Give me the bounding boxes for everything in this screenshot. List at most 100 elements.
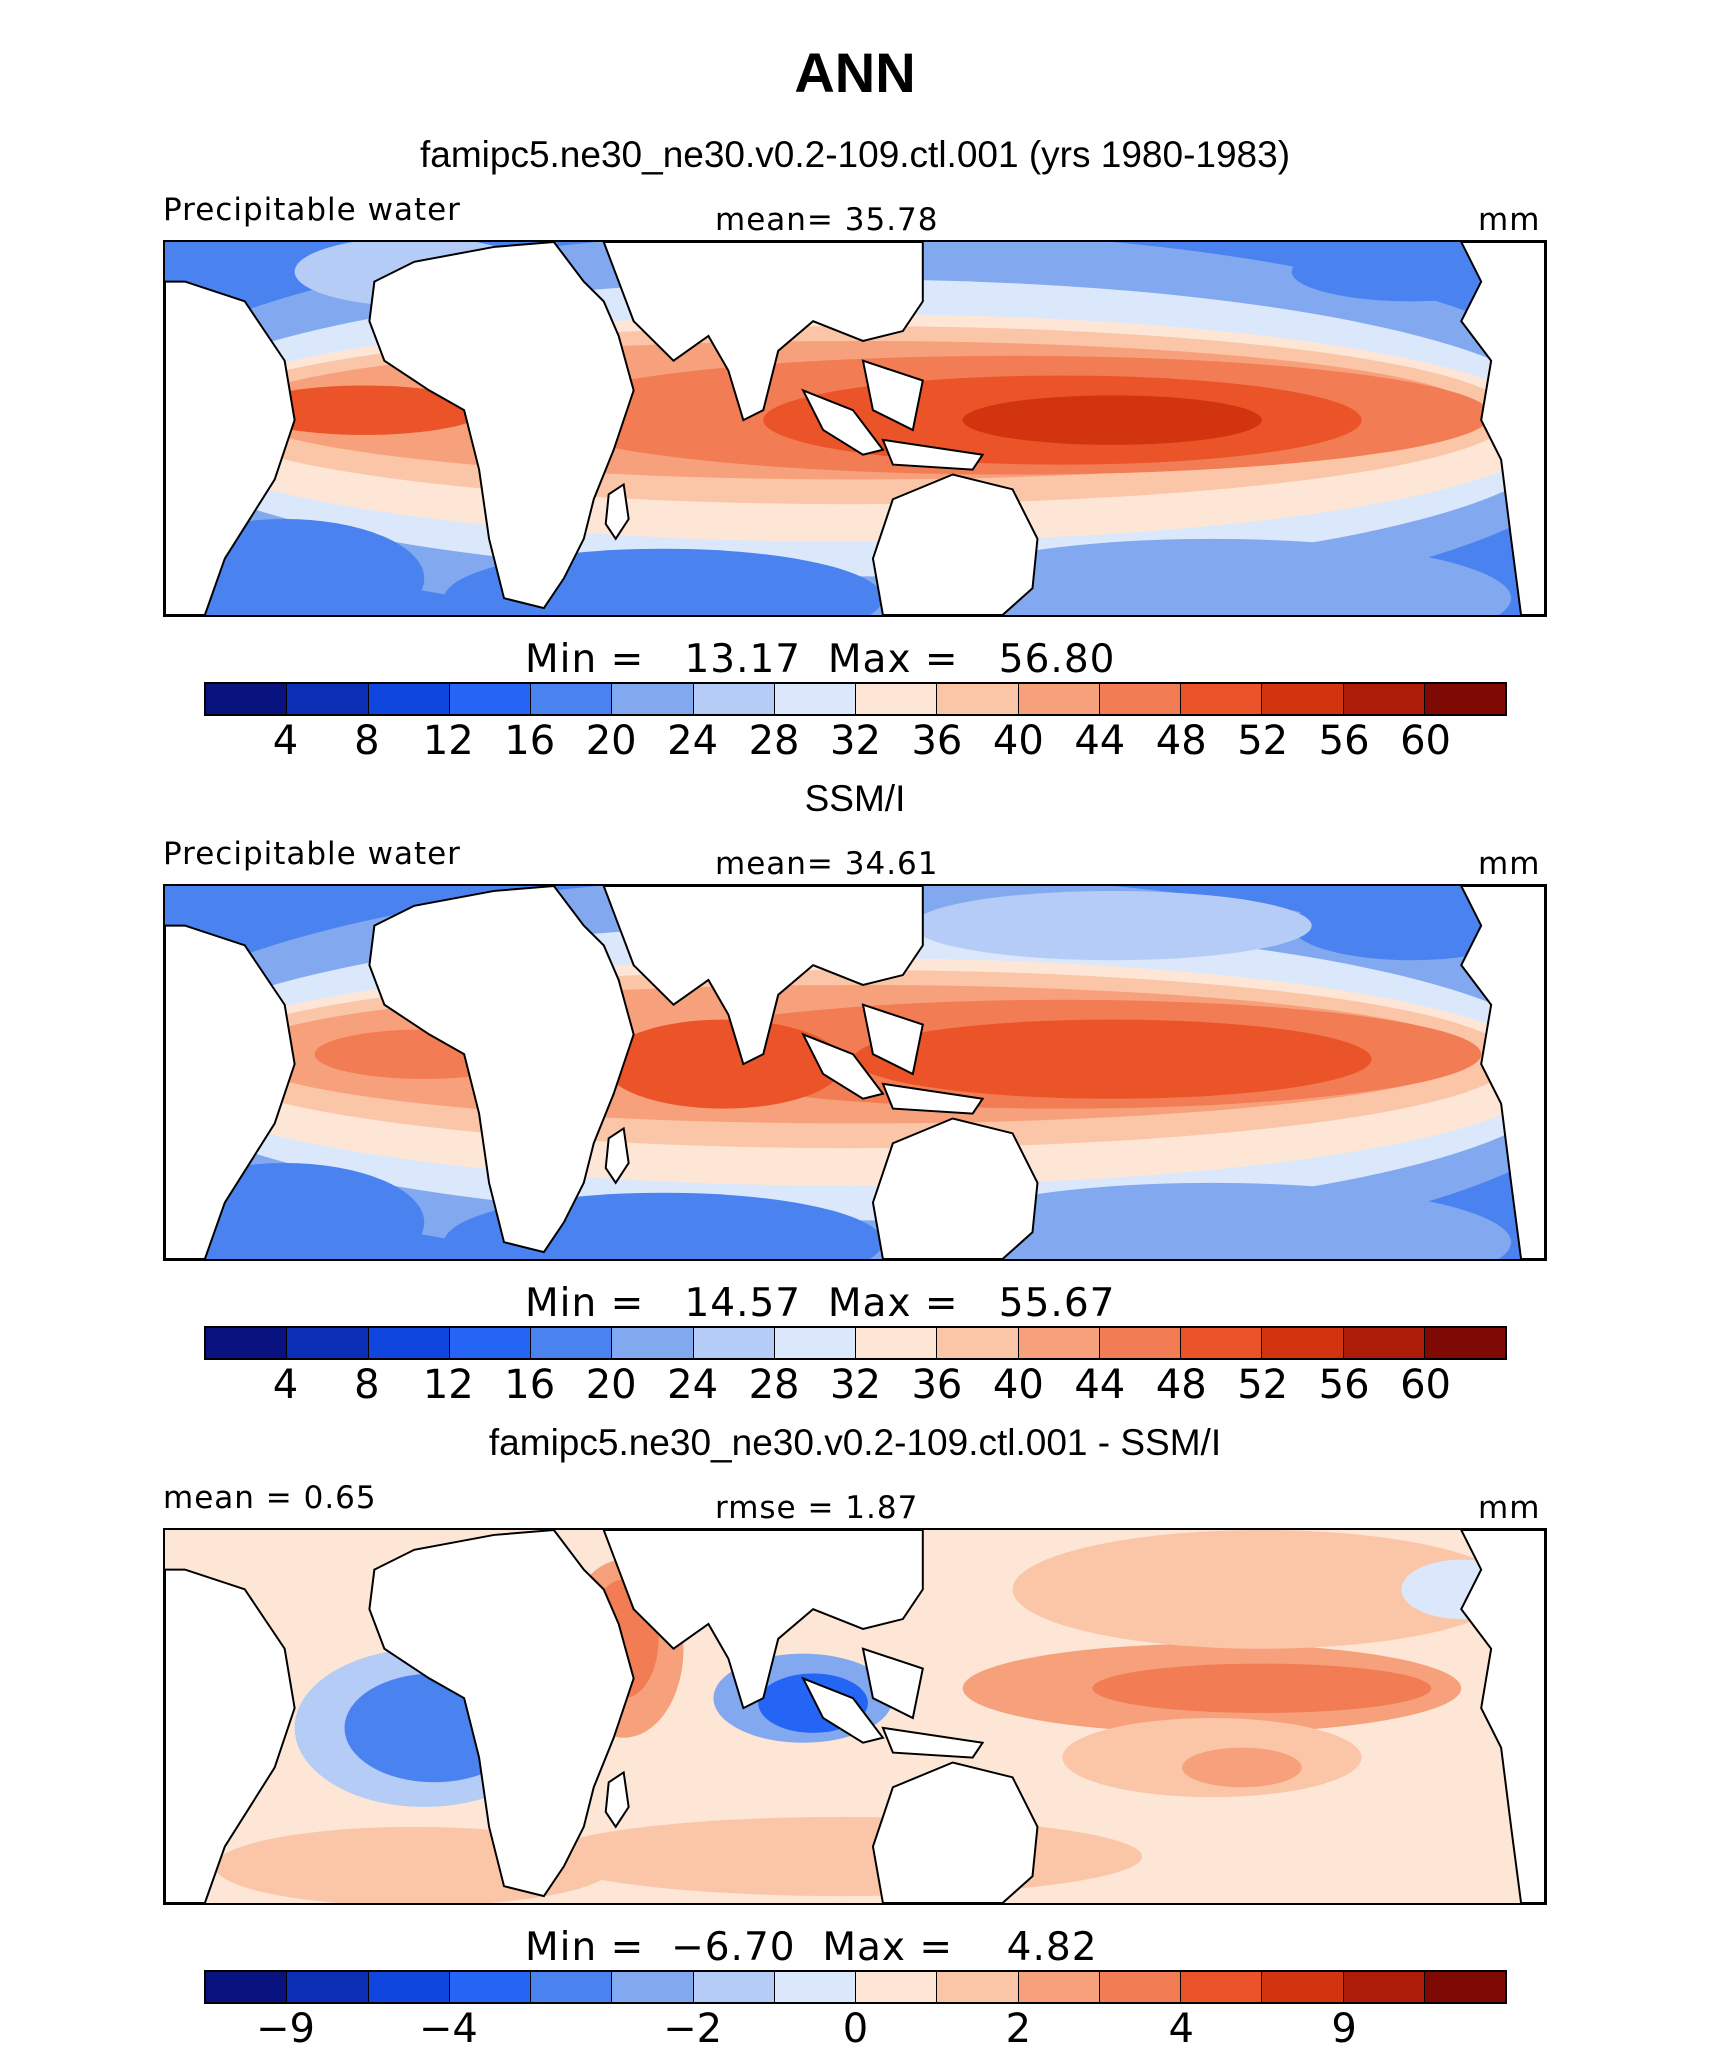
colorbar-swatch bbox=[693, 1972, 775, 2002]
land-mass bbox=[602, 242, 924, 422]
colorbar-tick-label: 2 bbox=[1005, 2006, 1032, 2052]
land-mass bbox=[881, 1726, 985, 1759]
colorbar-tick-label: 32 bbox=[830, 1362, 881, 1408]
colorbar-swatch bbox=[856, 1972, 938, 2002]
map-panel bbox=[163, 240, 1547, 617]
colorbar-swatch bbox=[1262, 1328, 1344, 1358]
colorbar-swatch bbox=[774, 1328, 856, 1358]
colorbar-tick-label: 32 bbox=[830, 718, 881, 764]
colorbar-swatch bbox=[206, 684, 288, 714]
contour-region bbox=[1092, 1663, 1432, 1714]
colorbar-swatch bbox=[693, 1328, 775, 1358]
colorbar-swatch bbox=[612, 1972, 694, 2002]
contour-region bbox=[1012, 1530, 1512, 1649]
min-max-label: Min = −6.70 Max = 4.82 bbox=[525, 1925, 1098, 1970]
colorbar-swatch bbox=[449, 1328, 531, 1358]
units-label: mm bbox=[1478, 1490, 1541, 1526]
figure-title: ANN bbox=[794, 41, 916, 104]
colorbar-swatch bbox=[693, 684, 775, 714]
colorbar-tick-label: 60 bbox=[1400, 1362, 1452, 1408]
colorbar-tick-label: 28 bbox=[748, 718, 800, 764]
panel-title: famipc5.ne30_ne30.v0.2-109.ctl.001 (yrs … bbox=[419, 134, 1291, 175]
colorbar-tick-label: 36 bbox=[911, 1362, 963, 1408]
colorbar-tick-label: 56 bbox=[1318, 718, 1370, 764]
colorbar-swatch bbox=[1262, 684, 1344, 714]
colorbar-tick-label: −9 bbox=[255, 2006, 315, 2052]
colorbar-swatch bbox=[531, 684, 613, 714]
colorbar-tick-label: 4 bbox=[272, 1362, 299, 1408]
colorbar-tick-label: −2 bbox=[663, 2006, 723, 2052]
colorbar-tick-label: 40 bbox=[992, 1362, 1044, 1408]
land-mass bbox=[871, 473, 1039, 615]
map-field-svg bbox=[165, 242, 1545, 615]
panel-title: SSM/I bbox=[804, 778, 906, 819]
colorbar-tick-label: 8 bbox=[354, 1362, 380, 1408]
colorbar-swatch bbox=[1181, 684, 1263, 714]
colorbar-tick-label: 60 bbox=[1400, 718, 1452, 764]
colorbar-swatch bbox=[1018, 1972, 1100, 2002]
contour-region bbox=[1182, 1747, 1302, 1788]
map-panel bbox=[163, 1528, 1547, 1905]
colorbar-swatch bbox=[449, 684, 531, 714]
colorbar-tick-label: 0 bbox=[842, 2006, 869, 2052]
land-mass bbox=[801, 1032, 885, 1100]
colorbar-swatch bbox=[612, 684, 694, 714]
colorbar-tick-label: 9 bbox=[1331, 2006, 1357, 2052]
colorbar-tick-label: 24 bbox=[667, 718, 719, 764]
land-mass bbox=[165, 924, 296, 1259]
colorbar-swatch bbox=[531, 1972, 613, 2002]
colorbar-swatch bbox=[449, 1972, 531, 2002]
land-mass bbox=[871, 1117, 1039, 1259]
colorbar-tick-label: 28 bbox=[748, 1362, 800, 1408]
colorbar-swatch bbox=[856, 684, 938, 714]
land-mass bbox=[368, 242, 635, 610]
min-max-label: Min = 14.57 Max = 55.67 bbox=[525, 1281, 1116, 1326]
land-mass bbox=[861, 1647, 924, 1720]
colorbar-tick-label: 52 bbox=[1237, 1362, 1289, 1408]
colorbar-tick-label: −4 bbox=[418, 2006, 478, 2052]
center-label: mean= 34.61 bbox=[715, 846, 939, 882]
colorbar-tick-label: 48 bbox=[1155, 1362, 1207, 1408]
map-field-svg bbox=[165, 886, 1545, 1259]
colorbar-tick-label: 52 bbox=[1237, 718, 1289, 764]
colorbar-tick-label: 40 bbox=[992, 718, 1044, 764]
left-label: mean = 0.65 bbox=[163, 1480, 377, 1516]
colorbar-tick-label: 20 bbox=[585, 718, 637, 764]
contour-region bbox=[543, 1816, 1143, 1897]
colorbar-swatch bbox=[1424, 1972, 1505, 2002]
colorbar-tick-label: 12 bbox=[422, 1362, 474, 1408]
colorbar-swatch bbox=[1424, 1328, 1505, 1358]
land-mass bbox=[602, 886, 924, 1066]
contour-region bbox=[912, 1182, 1512, 1259]
colorbar-tick-label: 44 bbox=[1074, 1362, 1126, 1408]
colorbar-swatch bbox=[531, 1328, 613, 1358]
contour-region bbox=[853, 1019, 1372, 1099]
colorbar-swatch bbox=[1343, 1328, 1425, 1358]
panel-title: famipc5.ne30_ne30.v0.2-109.ctl.001 - SSM… bbox=[488, 1422, 1222, 1463]
units-label: mm bbox=[1478, 846, 1541, 882]
contour-region bbox=[912, 538, 1512, 615]
map-field-svg bbox=[165, 1530, 1545, 1903]
colorbar-swatch bbox=[368, 1328, 450, 1358]
colorbar-swatch bbox=[1343, 1972, 1425, 2002]
center-label: mean= 35.78 bbox=[715, 202, 939, 238]
land-mass bbox=[368, 1530, 635, 1898]
colorbar-swatch bbox=[287, 1328, 369, 1358]
colorbar bbox=[204, 1970, 1507, 2004]
colorbar-swatch bbox=[856, 1328, 938, 1358]
colorbar-swatch bbox=[937, 1328, 1019, 1358]
land-mass bbox=[801, 1676, 885, 1744]
land-mass bbox=[871, 1761, 1039, 1903]
colorbar-tick-label: 16 bbox=[504, 1362, 556, 1408]
land-mass bbox=[1460, 886, 1545, 1259]
colorbar-swatch bbox=[937, 1972, 1019, 2002]
land-mass bbox=[1460, 1530, 1545, 1903]
colorbar-swatch bbox=[368, 1972, 450, 2002]
units-label: mm bbox=[1478, 202, 1541, 238]
land-mass bbox=[165, 1568, 296, 1903]
colorbar-tick-label: 4 bbox=[1168, 2006, 1194, 2052]
contour-region bbox=[1291, 890, 1532, 961]
land-mass bbox=[861, 359, 924, 432]
contour-region bbox=[244, 385, 485, 435]
colorbar-tick-label: 12 bbox=[422, 718, 474, 764]
